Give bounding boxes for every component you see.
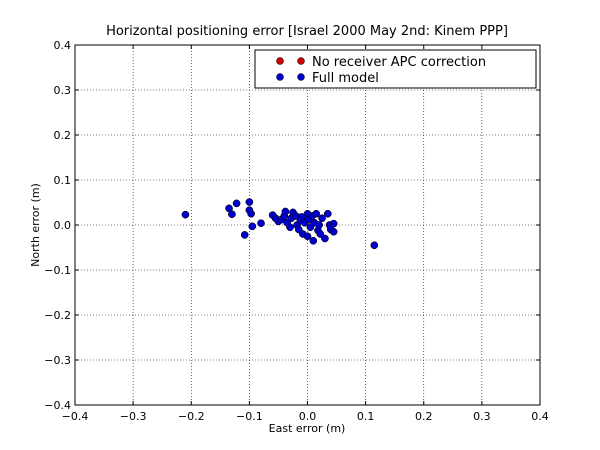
y-axis-label: North error (m) [29, 183, 42, 267]
x-tick-label: −0.3 [120, 410, 147, 423]
y-tick-label: 0.4 [54, 39, 72, 52]
data-point [247, 210, 255, 218]
data-point [257, 219, 265, 227]
x-tick-label: 0.2 [415, 410, 433, 423]
data-point [228, 210, 236, 218]
data-point [309, 237, 318, 245]
legend-marker-no-apc [276, 57, 284, 65]
x-tick-label: −0.2 [178, 410, 205, 423]
data-points [181, 198, 379, 249]
legend-marker-full-model [276, 73, 284, 81]
data-point [312, 210, 320, 218]
x-axis-label: East error (m) [269, 422, 346, 435]
axis-ticks: −0.4 −0.3 −0.2 −0.1 0.0 0.1 0.2 0.3 0.4 −0.4 −0.3 −… [44, 39, 548, 423]
data-point [181, 210, 190, 219]
x-tick-label: 0.4 [531, 410, 549, 423]
plot-frame [74, 44, 541, 406]
data-point [315, 221, 323, 229]
data-point [303, 232, 312, 240]
data-point [318, 214, 326, 222]
data-point [240, 231, 249, 239]
data-point [316, 230, 325, 238]
y-tick-label: −0.4 [44, 399, 71, 412]
y-tick-label: −0.1 [44, 264, 71, 277]
x-tick-label: −0.4 [62, 410, 89, 423]
data-point [329, 219, 338, 228]
x-tick-label: 0.0 [299, 410, 317, 423]
legend-label-full-model: Full model [312, 71, 379, 86]
legend-box [254, 49, 537, 89]
x-tick-label: 0.3 [473, 410, 491, 423]
legend-marker-full-model [297, 73, 305, 81]
data-point [248, 222, 257, 231]
data-point [321, 234, 329, 243]
legend-label-no-apc: No receiver APC correction [312, 55, 486, 70]
y-tick-label: −0.3 [44, 354, 71, 367]
series-full-model-points [181, 198, 379, 249]
y-tick-label: 0.1 [54, 174, 72, 187]
y-tick-label: −0.2 [44, 309, 71, 322]
legend: No receiver APC correction Full model [254, 49, 537, 89]
data-point [232, 199, 241, 208]
data-point [286, 223, 294, 231]
data-point [281, 207, 290, 216]
x-tick-label: −0.1 [236, 410, 263, 423]
grid [75, 45, 540, 405]
chart-title: Horizontal positioning error [Israel 200… [106, 24, 508, 39]
data-point [324, 210, 332, 218]
data-point [329, 228, 338, 236]
y-tick-label: 0.2 [54, 129, 72, 142]
data-point [245, 198, 254, 206]
data-point [370, 241, 379, 249]
y-tick-label: 0.3 [54, 84, 72, 97]
y-tick-label: 0.0 [54, 219, 72, 232]
x-tick-label: 0.1 [357, 410, 375, 423]
legend-marker-no-apc [297, 57, 305, 65]
